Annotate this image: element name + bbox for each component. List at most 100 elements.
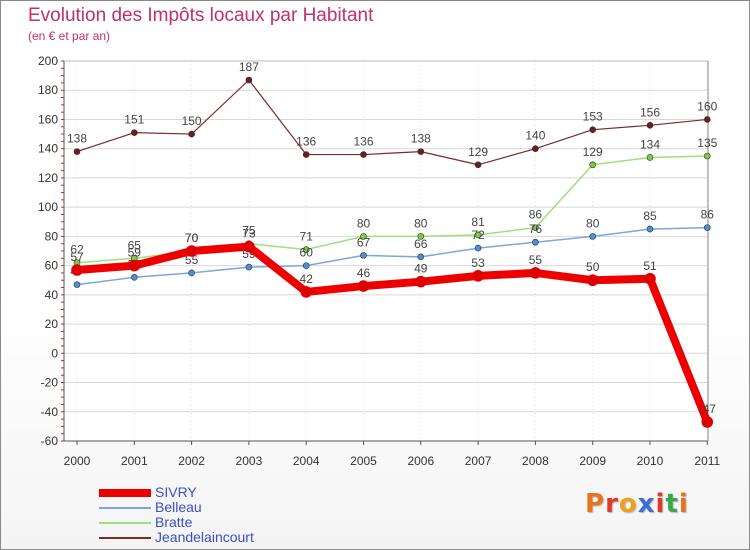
x-tick-label: 2003 <box>236 454 263 468</box>
data-label-sivry: 50 <box>586 260 600 274</box>
data-label-bratte: 75 <box>242 224 256 238</box>
y-tick-label: 80 <box>45 229 59 243</box>
x-tick-label: 2004 <box>293 454 320 468</box>
data-label-bratte: 134 <box>640 137 660 151</box>
data-point-sivry <box>128 259 141 272</box>
data-label-bratte: 65 <box>128 238 142 252</box>
data-point-sivry <box>357 280 370 292</box>
data-label-belleau: 55 <box>185 253 199 267</box>
data-point-jeandelaincourt <box>474 161 482 169</box>
data-point-belleau <box>245 263 253 271</box>
data-label-sivry: 57 <box>70 250 84 264</box>
data-label-sivry: 42 <box>300 272 314 286</box>
data-point-jeandelaincourt <box>245 76 253 84</box>
data-label-jeandelaincourt: 153 <box>583 110 603 124</box>
data-label-belleau: 76 <box>529 222 543 236</box>
x-tick-label: 2008 <box>522 454 549 468</box>
y-tick-label: 100 <box>38 200 58 214</box>
data-label-jeandelaincourt: 187 <box>239 60 259 74</box>
y-tick-label: 200 <box>38 54 58 68</box>
logo-letter: x <box>637 489 656 519</box>
data-point-jeandelaincourt <box>188 130 195 138</box>
y-tick-label: -40 <box>41 405 59 419</box>
data-label-jeandelaincourt: 129 <box>468 145 488 159</box>
data-point-belleau <box>646 225 654 233</box>
logo-letter: P <box>585 489 606 519</box>
data-point-sivry <box>414 275 427 288</box>
data-label-sivry: 49 <box>414 262 428 276</box>
data-point-jeandelaincourt <box>360 151 367 158</box>
legend-swatch <box>99 507 151 509</box>
legend-label: Jeandelaincourt <box>155 529 254 545</box>
x-tick-label: 2005 <box>350 454 377 468</box>
x-tick-label: 2000 <box>64 454 91 468</box>
y-tick-label: 40 <box>45 288 59 302</box>
data-point-jeandelaincourt <box>417 148 425 155</box>
data-point-belleau <box>131 274 138 281</box>
data-point-jeandelaincourt <box>703 116 711 123</box>
legend-label: SIVRY <box>155 484 197 500</box>
data-point-belleau <box>360 252 367 259</box>
data-label-sivry: 53 <box>471 256 485 270</box>
data-point-belleau <box>302 262 310 269</box>
legend-label: Bratte <box>155 514 193 530</box>
legend-swatch <box>99 522 151 524</box>
y-tick-label: 160 <box>38 112 58 126</box>
x-tick-label: 2010 <box>637 454 664 468</box>
data-label-belleau: 86 <box>701 208 715 222</box>
data-label-jeandelaincourt: 160 <box>697 99 717 113</box>
series-line-belleau <box>76 226 709 286</box>
data-label-bratte: 129 <box>583 145 603 159</box>
data-point-belleau <box>474 244 482 252</box>
data-label-bratte: 80 <box>357 216 371 230</box>
x-tick-label: 2007 <box>465 454 492 468</box>
data-point-jeandelaincourt <box>73 148 81 155</box>
data-point-belleau <box>73 281 81 288</box>
data-label-bratte: 71 <box>300 230 314 244</box>
data-label-bratte: 62 <box>70 243 84 257</box>
data-label-sivry: 59 <box>128 246 142 260</box>
data-point-belleau <box>188 269 195 277</box>
data-point-sivry <box>644 272 656 285</box>
data-label-sivry: 73 <box>242 227 256 241</box>
data-label-sivry: -47 <box>699 402 717 416</box>
legend-swatch <box>99 489 151 497</box>
plot-area <box>64 61 708 441</box>
y-tick-label: -20 <box>41 376 59 390</box>
proxiti-logo: Proxiti <box>585 489 689 519</box>
data-label-jeandelaincourt: 138 <box>411 132 431 146</box>
x-tick-label: 2002 <box>178 454 205 468</box>
data-point-bratte <box>302 246 310 253</box>
y-tick-label: 180 <box>38 83 58 97</box>
data-point-bratte <box>646 154 654 161</box>
data-label-jeandelaincourt: 136 <box>353 135 373 149</box>
data-point-sivry <box>300 286 313 298</box>
y-tick-label: 120 <box>38 171 58 185</box>
logo-letter: r <box>605 489 619 519</box>
data-point-bratte <box>417 233 425 240</box>
data-label-jeandelaincourt: 151 <box>124 113 144 127</box>
y-tick-label: 0 <box>51 346 58 360</box>
data-point-belleau <box>703 224 711 231</box>
legend-swatch <box>99 537 151 539</box>
data-label-bratte: 86 <box>529 208 543 222</box>
data-label-belleau: 66 <box>414 237 428 251</box>
logo-letter: i <box>678 489 689 519</box>
data-point-sivry <box>243 240 255 253</box>
x-tick-label: 2011 <box>694 454 720 468</box>
legend-label: Belleau <box>155 499 202 515</box>
data-label-bratte: 135 <box>697 136 717 150</box>
x-tick-label: 2009 <box>579 454 606 468</box>
x-tick-label: 2006 <box>407 454 434 468</box>
data-label-belleau: 80 <box>586 216 600 230</box>
data-label-jeandelaincourt: 156 <box>640 105 660 119</box>
x-tick-label: 2001 <box>121 454 148 468</box>
data-point-sivry <box>185 245 198 257</box>
data-point-jeandelaincourt <box>589 126 597 133</box>
data-point-jeandelaincourt <box>131 129 138 136</box>
data-point-bratte <box>532 224 539 231</box>
data-point-belleau <box>532 238 539 246</box>
data-label-bratte: 81 <box>471 215 485 229</box>
